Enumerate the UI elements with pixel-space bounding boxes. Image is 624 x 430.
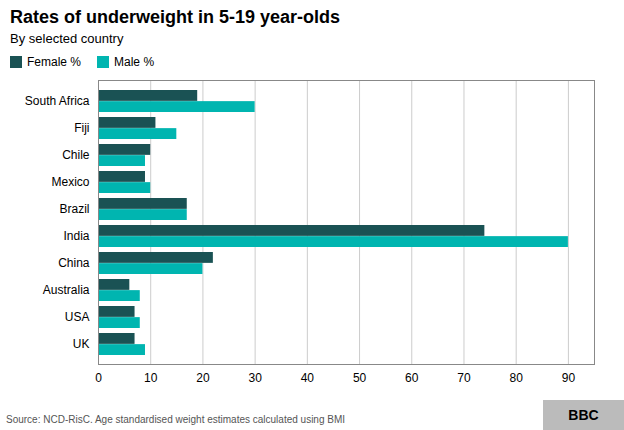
svg-text:Chile: Chile (62, 148, 90, 162)
html-text:Male %: Male % (114, 55, 154, 69)
svg-text:Brazil: Brazil (59, 202, 89, 216)
html-text:Rates of underweight in 5-19 y: Rates of underweight in 5-19 year-olds (10, 7, 341, 27)
svg-text:20: 20 (196, 371, 210, 385)
svg-text:50: 50 (353, 371, 367, 385)
svg-text:UK: UK (73, 337, 90, 351)
html-text:Source: NCD-RisC. Age standard: Source: NCD-RisC. Age standardised weigh… (6, 414, 345, 425)
svg-text:10: 10 (144, 371, 158, 385)
svg-text:60: 60 (405, 371, 419, 385)
html-text:Female %: Female % (27, 55, 81, 69)
html-text:BBC: BBC (568, 407, 599, 423)
svg-text:30: 30 (248, 371, 262, 385)
svg-text:Fiji: Fiji (74, 121, 89, 135)
svg-text:USA: USA (65, 310, 90, 324)
svg-text:70: 70 (457, 371, 471, 385)
svg-text:China: China (58, 256, 90, 270)
svg-text:80: 80 (510, 371, 524, 385)
svg-text:Mexico: Mexico (51, 175, 89, 189)
html-text:By selected country: By selected country (10, 31, 124, 46)
svg-text:Australia: Australia (43, 283, 90, 297)
svg-text:India: India (63, 229, 89, 243)
svg-text:0: 0 (95, 371, 102, 385)
svg-text:40: 40 (301, 371, 315, 385)
svg-text:South Africa: South Africa (25, 94, 90, 108)
svg-text:90: 90 (562, 371, 576, 385)
